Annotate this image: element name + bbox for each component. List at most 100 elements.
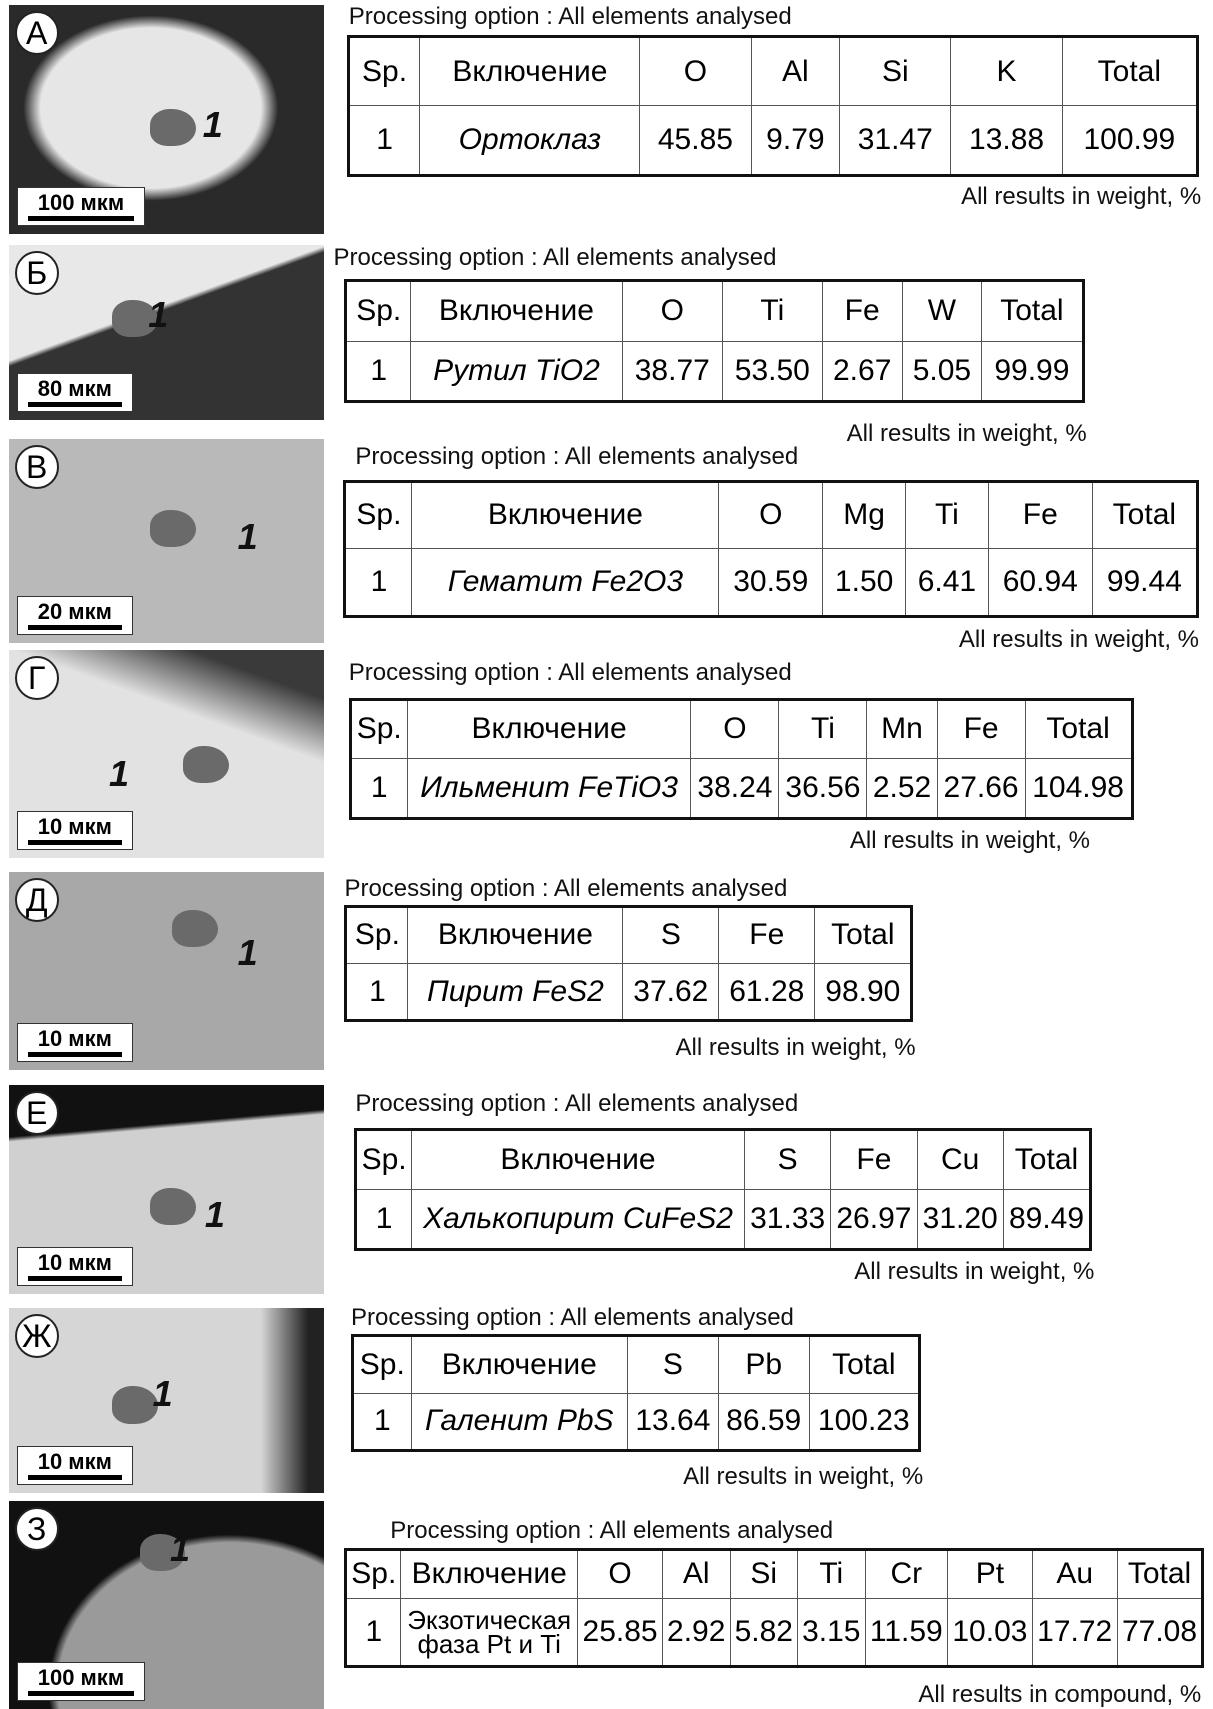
data-cell: 31.33 — [744, 1189, 832, 1251]
sem-image: Г 1 10 мкм — [8, 649, 324, 858]
scale-bar: 100 мкм — [16, 1662, 146, 1702]
scale-label: 10 мкм — [27, 1250, 122, 1281]
header-cell: Total — [981, 280, 1084, 342]
header-cell: Cr — [864, 1548, 949, 1599]
data-cell: 10.03 — [947, 1597, 1033, 1667]
panel-letter: Б — [14, 251, 59, 296]
header-row: Sp. Включение O Ti Fe W Total — [345, 280, 1084, 342]
scale-label: 10 мкм — [27, 1026, 122, 1058]
data-cell: 3.15 — [797, 1597, 866, 1667]
result-table: Sp. Включение S Fe Total 1 Пирит FeS2 37.62 61.2… — [344, 904, 914, 1023]
marker: 1 — [108, 753, 130, 795]
panel-letter: Е — [14, 1090, 59, 1135]
header-cell: Mg — [822, 480, 907, 550]
panel-letter: Ж — [14, 1314, 59, 1358]
header-cell: Sp. — [345, 1548, 402, 1599]
processing-option: Processing option : All elements analyse… — [355, 442, 799, 470]
sem-image: А 1 100 мкм — [8, 5, 324, 235]
scale-bar: 80 мкм — [16, 372, 133, 412]
header-cell: Ti — [778, 698, 868, 760]
header-cell: Fe — [936, 698, 1026, 760]
marker: 1 — [237, 515, 258, 557]
data-cell: 38.24 — [690, 758, 780, 819]
data-cell: Рутил TiO2 — [410, 340, 623, 403]
processing-option: Processing option : All elements analyse… — [333, 244, 777, 272]
scale-label: 100 мкм — [27, 1665, 135, 1697]
header-cell: Au — [1031, 1548, 1118, 1599]
units-note: All results in weight, % — [854, 1257, 1095, 1285]
scale-bar: 10 мкм — [16, 1023, 133, 1063]
header-cell: K — [950, 35, 1063, 107]
units-note: All results in weight, % — [683, 1462, 924, 1490]
header-cell: Total — [1116, 1548, 1204, 1599]
header-row: Sp. Включение O Ti Mn Fe Total — [349, 698, 1133, 760]
header-cell: Sp. — [345, 905, 409, 965]
inclusion — [150, 510, 197, 548]
data-cell: Гематит Fe2O3 — [411, 548, 720, 618]
data-cell: 36.56 — [778, 758, 868, 819]
header-cell: O — [639, 35, 752, 107]
header-cell: Total — [1061, 35, 1198, 107]
marker: 1 — [202, 103, 223, 145]
processing-option: Processing option : All elements analyse… — [344, 875, 788, 903]
processing-option: Processing option : All elements analyse… — [355, 1090, 799, 1117]
result-table: Sp. Включение O Ti Fe W Total 1 Рутил TiO2 38.77 5… — [344, 279, 1085, 404]
header-cell: Fe — [718, 905, 816, 965]
processing-option: Processing option : All elements analyse… — [350, 1303, 794, 1331]
header-row: Sp. Включение S Fe Total — [345, 905, 913, 965]
header-cell: Включение — [410, 1129, 746, 1191]
header-cell: S — [626, 1335, 719, 1394]
result-table: Sp. Включение S Fe Cu Total 1 Халькопирит CuFeS… — [354, 1128, 1093, 1252]
data-cell: 26.97 — [830, 1189, 918, 1251]
scale-label: 80 мкм — [27, 376, 122, 407]
header-cell: Ti — [721, 280, 823, 342]
header-cell: Total — [808, 1335, 921, 1394]
data-cell: Экзотическая фаза Pt и Ti — [400, 1597, 579, 1667]
header-cell: Total — [1091, 480, 1198, 550]
data-cell: 100.99 — [1061, 105, 1198, 176]
data-cell: Ортоклаз — [419, 105, 641, 176]
header-cell: Al — [661, 1548, 731, 1599]
data-cell: 100.23 — [808, 1392, 921, 1451]
header-cell: Включение — [419, 35, 641, 107]
scale-bar: 20 мкм — [16, 596, 133, 636]
data-row: 1 Ильменит FeTiO3 38.24 36.56 2.52 27.66 104.9… — [349, 758, 1133, 819]
result-table: Sp. Включение O Al Si K Total 1 Ортоклаз 45.85 9.7… — [346, 34, 1199, 177]
header-cell: Si — [839, 35, 952, 107]
data-cell: 31.20 — [916, 1189, 1004, 1251]
header-cell: O — [718, 480, 824, 550]
sem-image: З 1 100 мкм — [8, 1500, 324, 1709]
panel-letter: В — [14, 445, 59, 490]
header-cell: Sp. — [351, 1335, 412, 1394]
result-table: Sp. Включение O Ti Mn Fe Total 1 Ильменит FeTiO3… — [348, 697, 1134, 820]
data-row: 1 Халькопирит CuFeS2 31.33 26.97 31.20 89.49 — [355, 1189, 1092, 1251]
result-table: Sp. Включение O Al Si Ti Cr Pt Au Total 1 Экзотичес… — [344, 1547, 1205, 1668]
header-cell: Включение — [406, 698, 692, 760]
sem-image: Б 1 80 мкм — [8, 245, 324, 420]
header-cell: O — [621, 280, 723, 342]
header-cell: W — [901, 280, 983, 342]
data-row: 1 Галенит PbS 13.64 86.59 100.23 — [351, 1392, 921, 1451]
data-cell: 37.62 — [622, 963, 720, 1022]
header-cell: Total — [814, 905, 913, 965]
data-cell: 86.59 — [717, 1392, 810, 1451]
header-cell: Fe — [987, 480, 1093, 550]
sem-image: Е 1 10 мкм — [8, 1084, 324, 1294]
data-cell: 2.52 — [866, 758, 938, 819]
header-cell: Sp. — [349, 698, 408, 760]
processing-option: Processing option : All elements analyse… — [390, 1517, 834, 1545]
data-cell: Галенит PbS — [410, 1392, 628, 1451]
header-cell: O — [577, 1548, 663, 1599]
data-cell: 45.85 — [639, 105, 752, 176]
header-cell: S — [744, 1129, 832, 1191]
header-cell: Fe — [821, 280, 903, 342]
data-cell: 11.59 — [864, 1597, 949, 1667]
header-row: Sp. Включение O Al Si K Total — [347, 35, 1198, 107]
sem-image: Ж 1 10 мкм — [8, 1308, 324, 1494]
header-cell: Mn — [866, 698, 938, 760]
data-cell: 1 — [347, 105, 421, 176]
header-cell: O — [690, 698, 780, 760]
data-cell: 1 — [344, 548, 413, 618]
units-note: All results in weight, % — [958, 625, 1199, 653]
